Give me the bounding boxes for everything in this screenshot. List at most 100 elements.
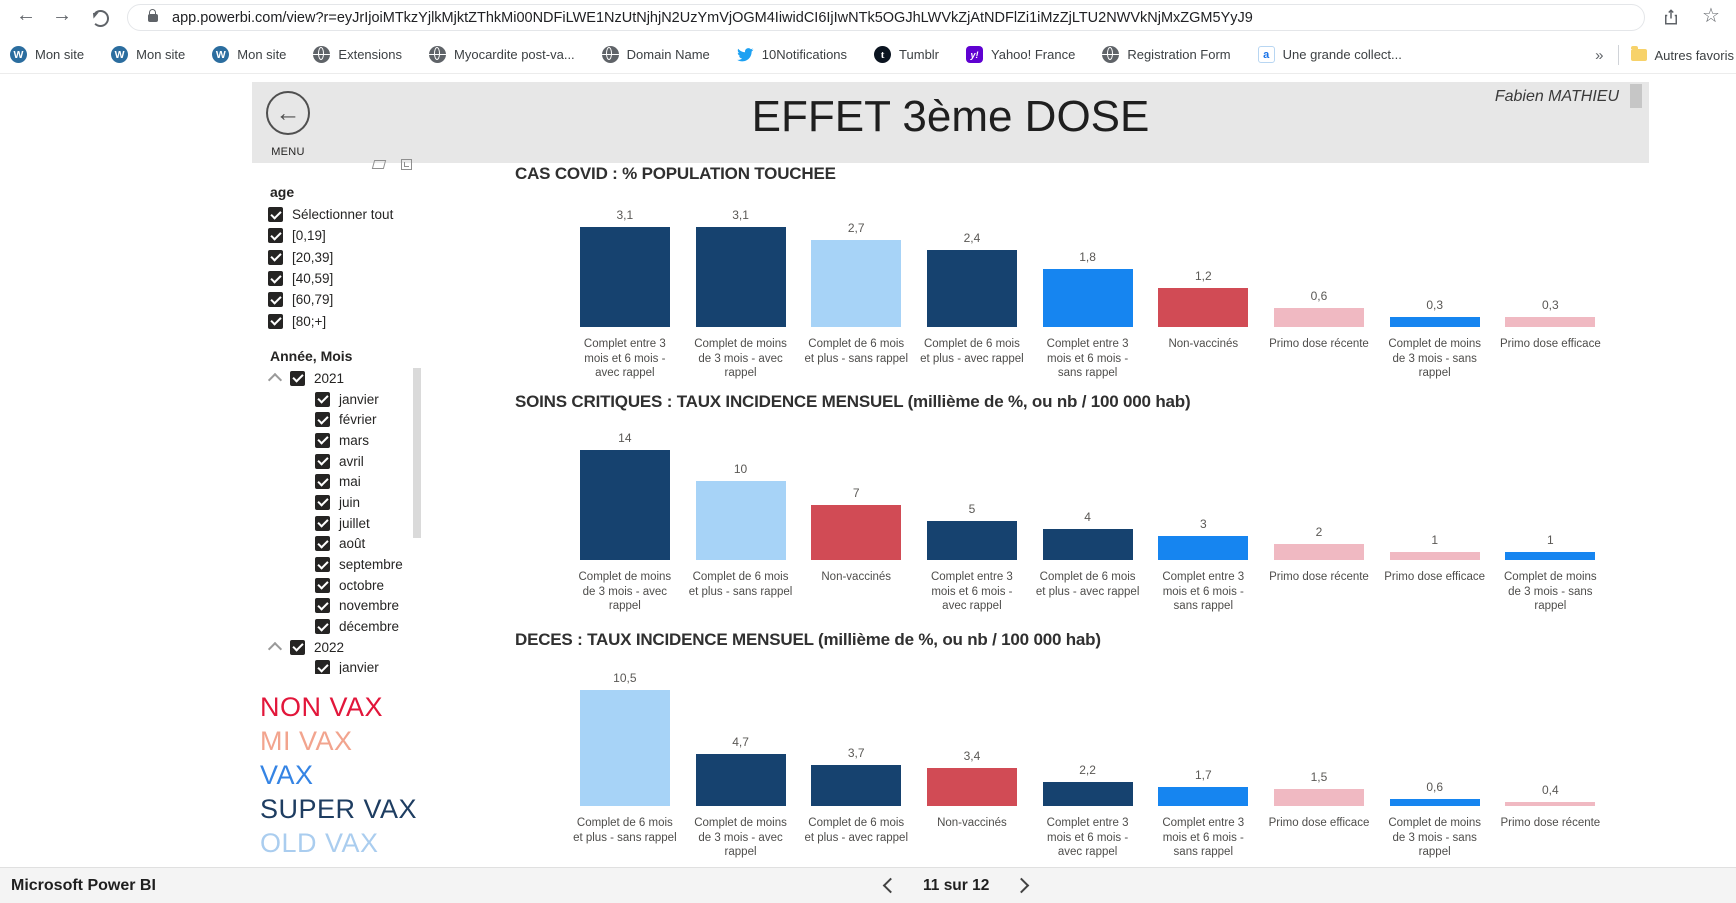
bar[interactable] — [1158, 787, 1249, 806]
bar[interactable] — [579, 690, 670, 806]
bar[interactable] — [1158, 536, 1249, 560]
other-favorites[interactable]: Autres favoris — [1654, 47, 1734, 63]
bar[interactable] — [1505, 802, 1596, 806]
bar[interactable] — [695, 227, 786, 327]
month-option[interactable]: janvier — [268, 389, 438, 410]
checkbox-checked[interactable] — [315, 598, 330, 614]
date-slicer-scrollbar-thumb[interactable] — [413, 368, 421, 538]
bar[interactable] — [926, 521, 1017, 560]
address-bar[interactable]: app.powerbi.com/view?r=eyJrIjoiMTkzYjlkM… — [127, 4, 1645, 31]
checkbox-checked[interactable] — [315, 577, 330, 593]
checkbox-checked[interactable] — [268, 228, 283, 244]
bar[interactable] — [1273, 308, 1364, 327]
bar[interactable] — [1389, 317, 1480, 327]
checkbox-checked[interactable] — [315, 494, 330, 510]
bookmark-item[interactable]: W Mon site — [10, 46, 84, 63]
bar[interactable] — [1389, 552, 1480, 560]
month-option[interactable]: mai — [268, 471, 438, 492]
bookmark-item[interactable]: Myocardite post-va... — [429, 46, 575, 63]
month-option[interactable]: décembre — [268, 616, 438, 637]
checkbox-checked[interactable] — [268, 271, 283, 287]
month-option[interactable]: mars — [268, 430, 438, 451]
next-page-icon[interactable] — [1014, 877, 1030, 894]
bar[interactable] — [811, 240, 902, 327]
age-option[interactable]: [60,79] — [268, 289, 428, 310]
month-option[interactable]: avril — [268, 451, 438, 472]
collapse-chevron-icon[interactable] — [268, 642, 283, 657]
bar[interactable] — [926, 768, 1017, 806]
bar[interactable] — [1505, 552, 1596, 560]
focus-mode-icon[interactable] — [401, 159, 412, 170]
year-option[interactable]: 2021 — [268, 368, 438, 389]
bar[interactable] — [579, 227, 670, 327]
previous-page-icon[interactable] — [882, 877, 899, 894]
age-option[interactable]: [40,59] — [268, 268, 428, 289]
month-option[interactable]: septembre — [268, 554, 438, 575]
bar[interactable] — [1042, 529, 1133, 560]
age-option[interactable]: [20,39] — [268, 247, 428, 268]
age-option[interactable]: Sélectionner tout — [268, 204, 428, 225]
checkbox-checked[interactable] — [315, 474, 330, 490]
bookmark-item[interactable]: W Mon site — [111, 46, 185, 63]
age-option[interactable]: [0,19] — [268, 225, 428, 246]
bar[interactable] — [1042, 269, 1133, 327]
share-icon[interactable] — [1662, 8, 1680, 31]
lock-icon[interactable] — [148, 8, 158, 22]
bar[interactable] — [695, 481, 786, 560]
reload-icon[interactable] — [92, 10, 109, 27]
bookmark-item[interactable]: y! Yahoo! France — [966, 46, 1075, 63]
bar[interactable] — [1273, 544, 1364, 560]
bookmark-item[interactable]: Extensions — [313, 46, 402, 63]
url-text[interactable]: app.powerbi.com/view?r=eyJrIjoiMTkzYjlkM… — [172, 9, 1253, 26]
checkbox-checked[interactable] — [290, 639, 305, 655]
back-button[interactable]: ← — [16, 4, 36, 26]
clear-selections-icon[interactable] — [371, 160, 387, 169]
bar[interactable] — [695, 754, 786, 806]
month-option[interactable]: juillet — [268, 513, 438, 534]
age-option[interactable]: [80;+] — [268, 310, 428, 331]
bookmark-star-icon[interactable]: ☆ — [1702, 5, 1720, 27]
month-option[interactable]: juin — [268, 492, 438, 513]
checkbox-checked[interactable] — [315, 391, 330, 407]
checkbox-checked[interactable] — [315, 453, 330, 469]
bar[interactable] — [1158, 288, 1249, 327]
bar[interactable] — [811, 505, 902, 560]
checkbox-checked[interactable] — [268, 292, 283, 308]
month-option[interactable]: août — [268, 534, 438, 555]
bookmark-item[interactable]: a Une grande collect... — [1257, 46, 1402, 63]
collapse-chevron-icon[interactable] — [268, 373, 283, 388]
forward-button[interactable]: → — [52, 4, 72, 26]
bookmark-item[interactable]: W Mon site — [212, 46, 286, 63]
bar[interactable] — [926, 250, 1017, 327]
checkbox-checked[interactable] — [268, 313, 283, 329]
bar[interactable] — [579, 450, 670, 560]
checkbox-checked[interactable] — [315, 412, 330, 428]
bookmarks-overflow-chevron[interactable]: » — [1595, 46, 1604, 64]
month-option[interactable]: janvier — [268, 658, 438, 674]
month-option[interactable]: novembre — [268, 596, 438, 617]
bar[interactable] — [811, 765, 902, 806]
bar[interactable] — [1042, 782, 1133, 806]
menu-label[interactable]: MENU — [271, 146, 305, 158]
bookmark-item[interactable]: Registration Form — [1102, 46, 1231, 63]
bar[interactable] — [1389, 799, 1480, 806]
checkbox-checked[interactable] — [268, 249, 283, 265]
checkbox-checked[interactable] — [290, 370, 305, 386]
month-option[interactable]: octobre — [268, 575, 438, 596]
checkbox-checked[interactable] — [315, 536, 330, 552]
checkbox-checked[interactable] — [315, 660, 330, 674]
checkbox-checked[interactable] — [315, 557, 330, 573]
checkbox-checked[interactable] — [315, 432, 330, 448]
checkbox-checked[interactable] — [315, 619, 330, 635]
vertical-scrollbar-thumb[interactable] — [1630, 84, 1642, 108]
bookmark-item[interactable]: Domain Name — [601, 46, 710, 63]
checkbox-checked[interactable] — [268, 207, 283, 223]
year-option[interactable]: 2022 — [268, 637, 438, 658]
powerbi-brand[interactable]: Microsoft Power BI — [11, 877, 156, 894]
bar[interactable] — [1505, 317, 1596, 327]
bar[interactable] — [1273, 789, 1364, 806]
month-option[interactable]: février — [268, 409, 438, 430]
bookmark-item[interactable]: t Tumblr — [874, 46, 939, 63]
bookmark-item[interactable]: 10Notifications — [736, 46, 847, 63]
checkbox-checked[interactable] — [315, 515, 330, 531]
